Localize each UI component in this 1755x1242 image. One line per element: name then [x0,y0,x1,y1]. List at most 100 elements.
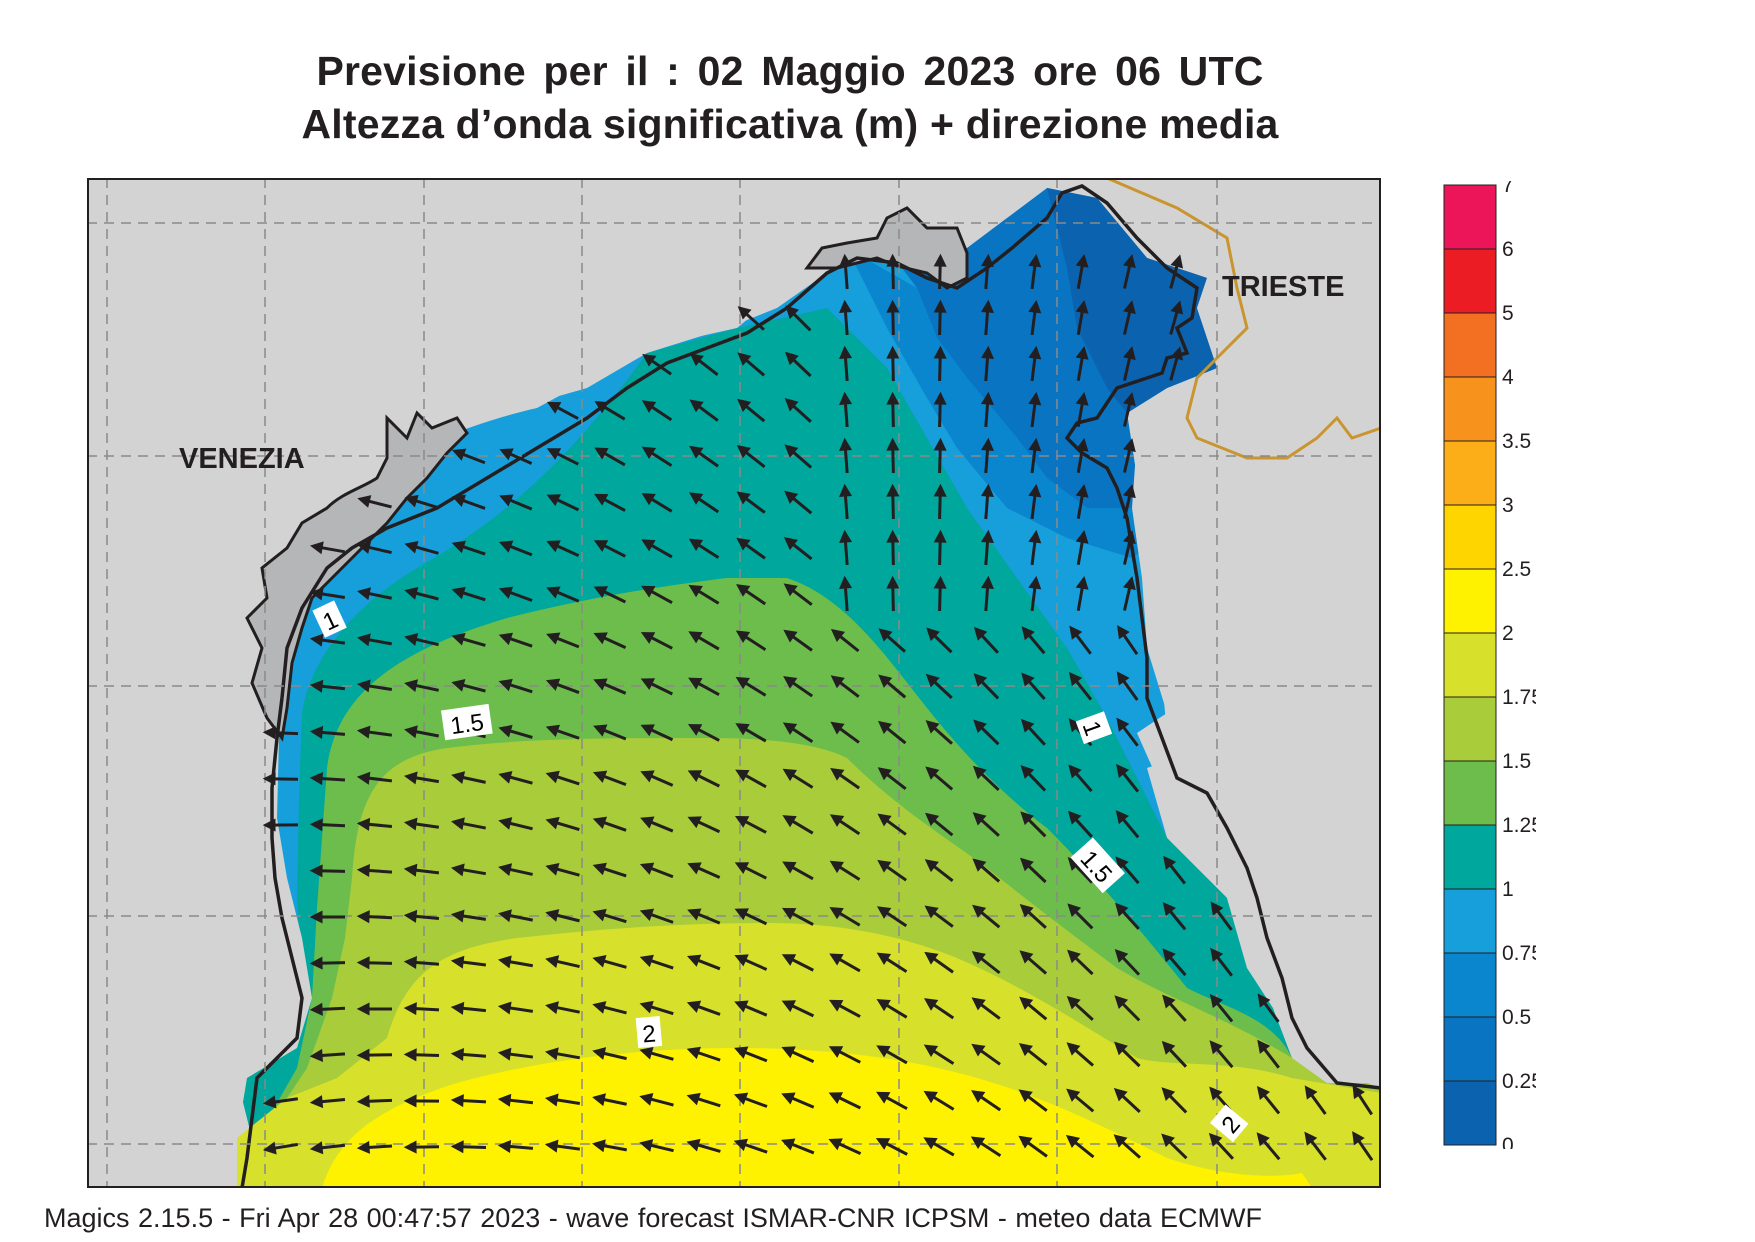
wave-arrow-head [876,906,892,919]
colorbar-swatch [1443,824,1497,890]
wave-arrow-head [839,483,853,498]
wave-arrow-head [545,678,561,691]
wave-arrow-head [734,815,750,828]
wave-arrow-head [1028,529,1042,544]
wave-arrow-head [1210,901,1224,916]
wave-arrow-head [924,859,939,873]
wave-arrow-head [1209,1040,1223,1055]
wave-arrow-head [933,299,947,313]
wave-arrow-head [687,770,703,782]
wave-arrow-head [594,401,609,414]
wave-arrow-head [592,954,607,968]
wave-arrow-head [592,1001,607,1014]
wave-arrow-head [878,628,893,642]
wave-arrow-head [972,765,987,780]
wave-arrow-head [980,299,995,314]
wave-arrow-head [783,676,798,689]
wave-arrow-head [783,537,798,551]
wave-arrow-head [403,955,418,970]
wave-arrow-head [309,587,324,601]
wave-arrow-head [886,483,900,497]
wave-arrow-head [829,953,844,966]
wave-arrow-head [689,353,704,367]
wave-arrow-head [830,675,845,689]
wave-arrow-head [1116,717,1130,732]
wave-arrow-head [451,494,467,507]
wave-arrow-head [687,816,702,829]
wave-height-map: 1 1.5 1 1.5 2 2 VENEZIA TRIESTE [87,178,1381,1188]
wave-arrow-head [933,483,947,497]
wave-arrow-head [971,1090,986,1103]
wave-arrow-head [357,633,371,647]
wave-arrow-head [886,299,900,313]
wave-arrow-head [546,540,561,553]
colorbar-swatch [1443,504,1497,570]
wave-arrow-head [925,812,940,826]
wave-arrow-head [639,1000,654,1014]
wave-arrow-head [451,586,466,600]
wave-arrow-head [450,909,465,923]
wave-arrow-head [784,490,799,504]
colorbar-swatch [1443,312,1497,378]
wave-arrow-head [972,904,987,918]
wave-arrow-head [1075,483,1089,498]
colorbar-tick-label: 3.5 [1502,430,1531,453]
wave-arrow-head [876,952,892,966]
wave-arrow-head [545,724,561,738]
wave-arrow-head [593,724,608,737]
wave-arrow-head [309,633,324,647]
wave-arrow-head [686,1138,701,1152]
wave-arrow-head [1067,903,1082,918]
coastline-west [240,697,304,1188]
wave-arrow-head [592,862,607,876]
wave-arrow-head [309,725,324,739]
wave-arrow-head [1018,1135,1033,1149]
wave-arrow-head [875,1138,891,1150]
wave-arrow-head [450,863,465,877]
wave-arrow-head [356,1002,370,1016]
wave-arrow-head [1075,437,1089,452]
wave-arrow-head [971,997,986,1011]
wave-arrow-head [925,673,940,688]
wave-arrow-head [933,575,947,589]
wave-arrow-head [450,1047,465,1061]
wave-arrow-head [886,575,900,589]
wave-arrow-head [404,540,419,554]
wave-arrow-head [839,299,853,314]
wave-arrow-head [1170,300,1184,315]
wave-arrow-head [356,956,370,970]
wave-arrow-head [545,1047,559,1061]
wave-arrow-head [403,1002,417,1016]
wave-arrow-head [309,541,324,555]
wave-arrow-head [1075,575,1089,590]
wave-arrow-head [886,345,900,359]
wave-arrow-head [734,908,749,921]
venice-lagoon [245,410,469,742]
wave-arrow-head [450,955,465,969]
wave-arrow-head [980,345,995,360]
wave-arrow-head [933,253,947,267]
wave-arrow-head [1021,626,1035,641]
wave-arrow-head [1114,948,1129,963]
wave-arrow-head [1162,948,1176,963]
wave-arrow-head [356,771,371,785]
wave-arrow-head [973,626,988,641]
wave-arrow-head [734,1000,749,1013]
wave-arrow-head [546,448,562,460]
wave-arrow-head [544,1093,559,1107]
wave-arrow-head [1019,904,1034,918]
colorbar-swatch [1443,696,1497,762]
wave-arrow-head [924,905,939,919]
wave-arrow-head [498,817,513,830]
wave-arrow-head [924,951,939,965]
colorbar-tick-label: 4 [1502,366,1514,389]
wave-arrow-head [594,447,609,460]
wave-arrow-head [829,999,844,1012]
wave-arrow-head [640,678,656,691]
wave-arrow-head [641,493,656,506]
wave-arrow-head [1209,1086,1223,1101]
wave-arrow-head [839,575,853,590]
wave-arrow-head [546,494,561,507]
wave-arrow-head [1065,1134,1081,1149]
wave-arrow-head [933,529,947,543]
